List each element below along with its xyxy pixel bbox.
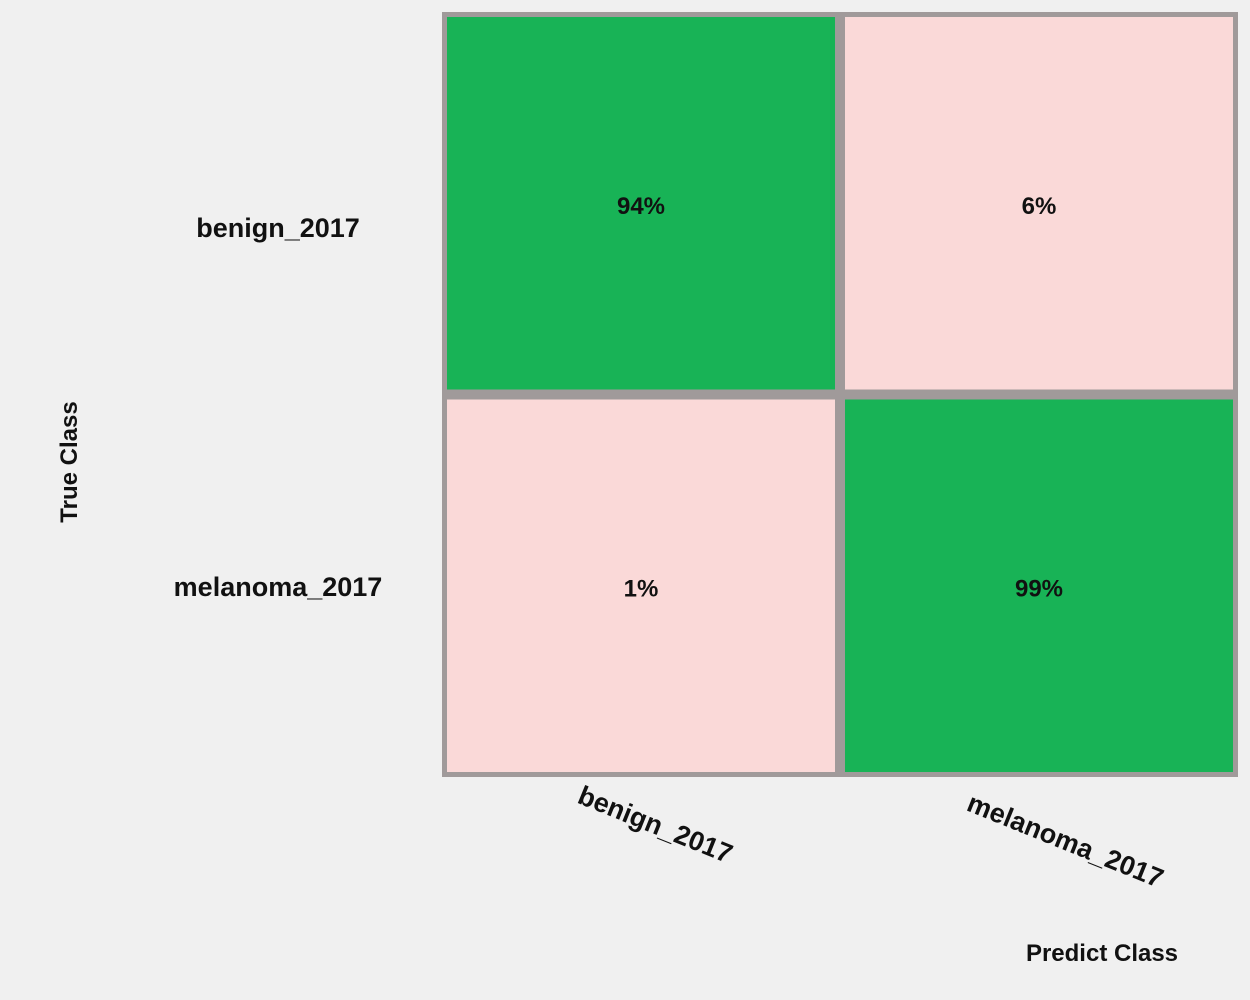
matrix-cell-labels: 94% 6% 1% 99% xyxy=(617,193,1063,603)
x-tick-label-1: melanoma_2017 xyxy=(963,788,1168,894)
y-tick-label-0: benign_2017 xyxy=(196,213,360,243)
matrix-cell-r0-c0 xyxy=(442,12,840,395)
x-tick-labels: benign_2017 melanoma_2017 xyxy=(574,780,1168,894)
y-tick-labels: benign_2017 melanoma_2017 xyxy=(174,213,383,602)
matrix-cell-r0-c1 xyxy=(840,12,1238,395)
y-axis-label: True Class xyxy=(56,401,83,522)
matrix-cells xyxy=(442,12,1238,777)
x-tick-label-0: benign_2017 xyxy=(574,780,737,869)
x-axis-label: Predict Class xyxy=(1026,940,1178,967)
cell-value-label-r0-c1: 6% xyxy=(1022,193,1057,220)
matrix-cell-r1-c1 xyxy=(840,394,1238,777)
y-tick-label-1: melanoma_2017 xyxy=(174,572,383,602)
cell-value-label-r0-c0: 94% xyxy=(617,193,665,220)
cell-value-label-r1-c1: 99% xyxy=(1015,576,1063,603)
matrix-cell-r1-c0 xyxy=(442,394,840,777)
cell-value-label-r1-c0: 1% xyxy=(624,576,659,603)
